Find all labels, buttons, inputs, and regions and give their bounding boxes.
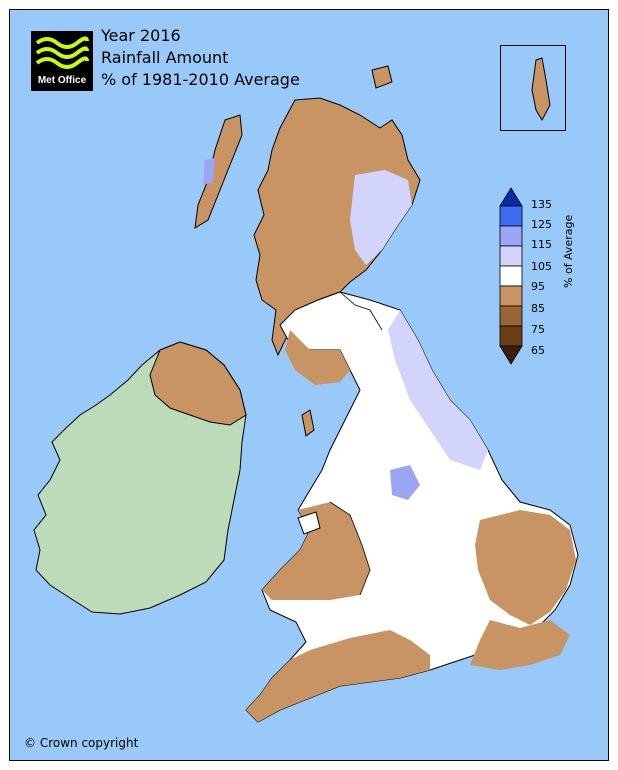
outer-hebrides bbox=[194, 114, 243, 229]
legend-tick: 135 bbox=[531, 198, 552, 211]
legend-band-125 bbox=[499, 205, 523, 227]
legend-band-95 bbox=[499, 265, 523, 287]
south-west-england bbox=[246, 630, 430, 722]
legend-band-65 bbox=[499, 325, 523, 347]
legend-tick: 105 bbox=[531, 260, 552, 273]
yorkshire-wet bbox=[390, 465, 420, 500]
copyright-notice: © Crown copyright bbox=[24, 736, 139, 750]
legend-colorbar bbox=[499, 187, 523, 365]
shetland bbox=[531, 57, 551, 122]
legend-tick: 115 bbox=[531, 238, 552, 251]
wales-england-border bbox=[329, 501, 371, 596]
legend-tick: 125 bbox=[531, 218, 552, 231]
legend-band-bottom-triangle bbox=[499, 345, 523, 365]
scotland-east-wet bbox=[350, 170, 412, 265]
northern-ireland bbox=[149, 341, 247, 426]
legend-tick: 75 bbox=[531, 323, 545, 336]
legend-band-top-triangle bbox=[499, 187, 523, 207]
east-anglia bbox=[475, 510, 576, 625]
isle-of-man bbox=[301, 409, 315, 437]
logo-text: Met Office bbox=[37, 75, 87, 86]
legend-band-85 bbox=[499, 285, 523, 307]
north-east-england-wet bbox=[388, 310, 488, 470]
rainfall-map bbox=[33, 57, 579, 723]
title-variable: Rainfall Amount bbox=[101, 48, 229, 67]
legend-tick: 95 bbox=[531, 280, 545, 293]
scotland-england-border bbox=[339, 291, 383, 331]
legend-band-105 bbox=[499, 245, 523, 267]
orkney bbox=[371, 65, 393, 89]
wave-icon bbox=[35, 36, 89, 69]
legend-title: % of Average bbox=[562, 214, 575, 288]
hebrides-wet bbox=[203, 158, 215, 185]
title-year: Year 2016 bbox=[101, 26, 181, 45]
met-office-logo: Met Office bbox=[31, 31, 93, 91]
anglesey bbox=[297, 511, 321, 535]
map-frame: Met Office Year 2016 Rainfall Amount % o… bbox=[9, 9, 609, 761]
title-anomaly: % of 1981-2010 Average bbox=[101, 70, 300, 89]
shetland-inset bbox=[500, 45, 566, 131]
legend-tick: 85 bbox=[531, 302, 545, 315]
north-west-england bbox=[285, 330, 350, 385]
legend-band-75 bbox=[499, 305, 523, 327]
legend-tick: 65 bbox=[531, 344, 545, 357]
legend-band-115 bbox=[499, 225, 523, 247]
wales bbox=[262, 502, 370, 600]
south-east-england bbox=[470, 620, 570, 670]
